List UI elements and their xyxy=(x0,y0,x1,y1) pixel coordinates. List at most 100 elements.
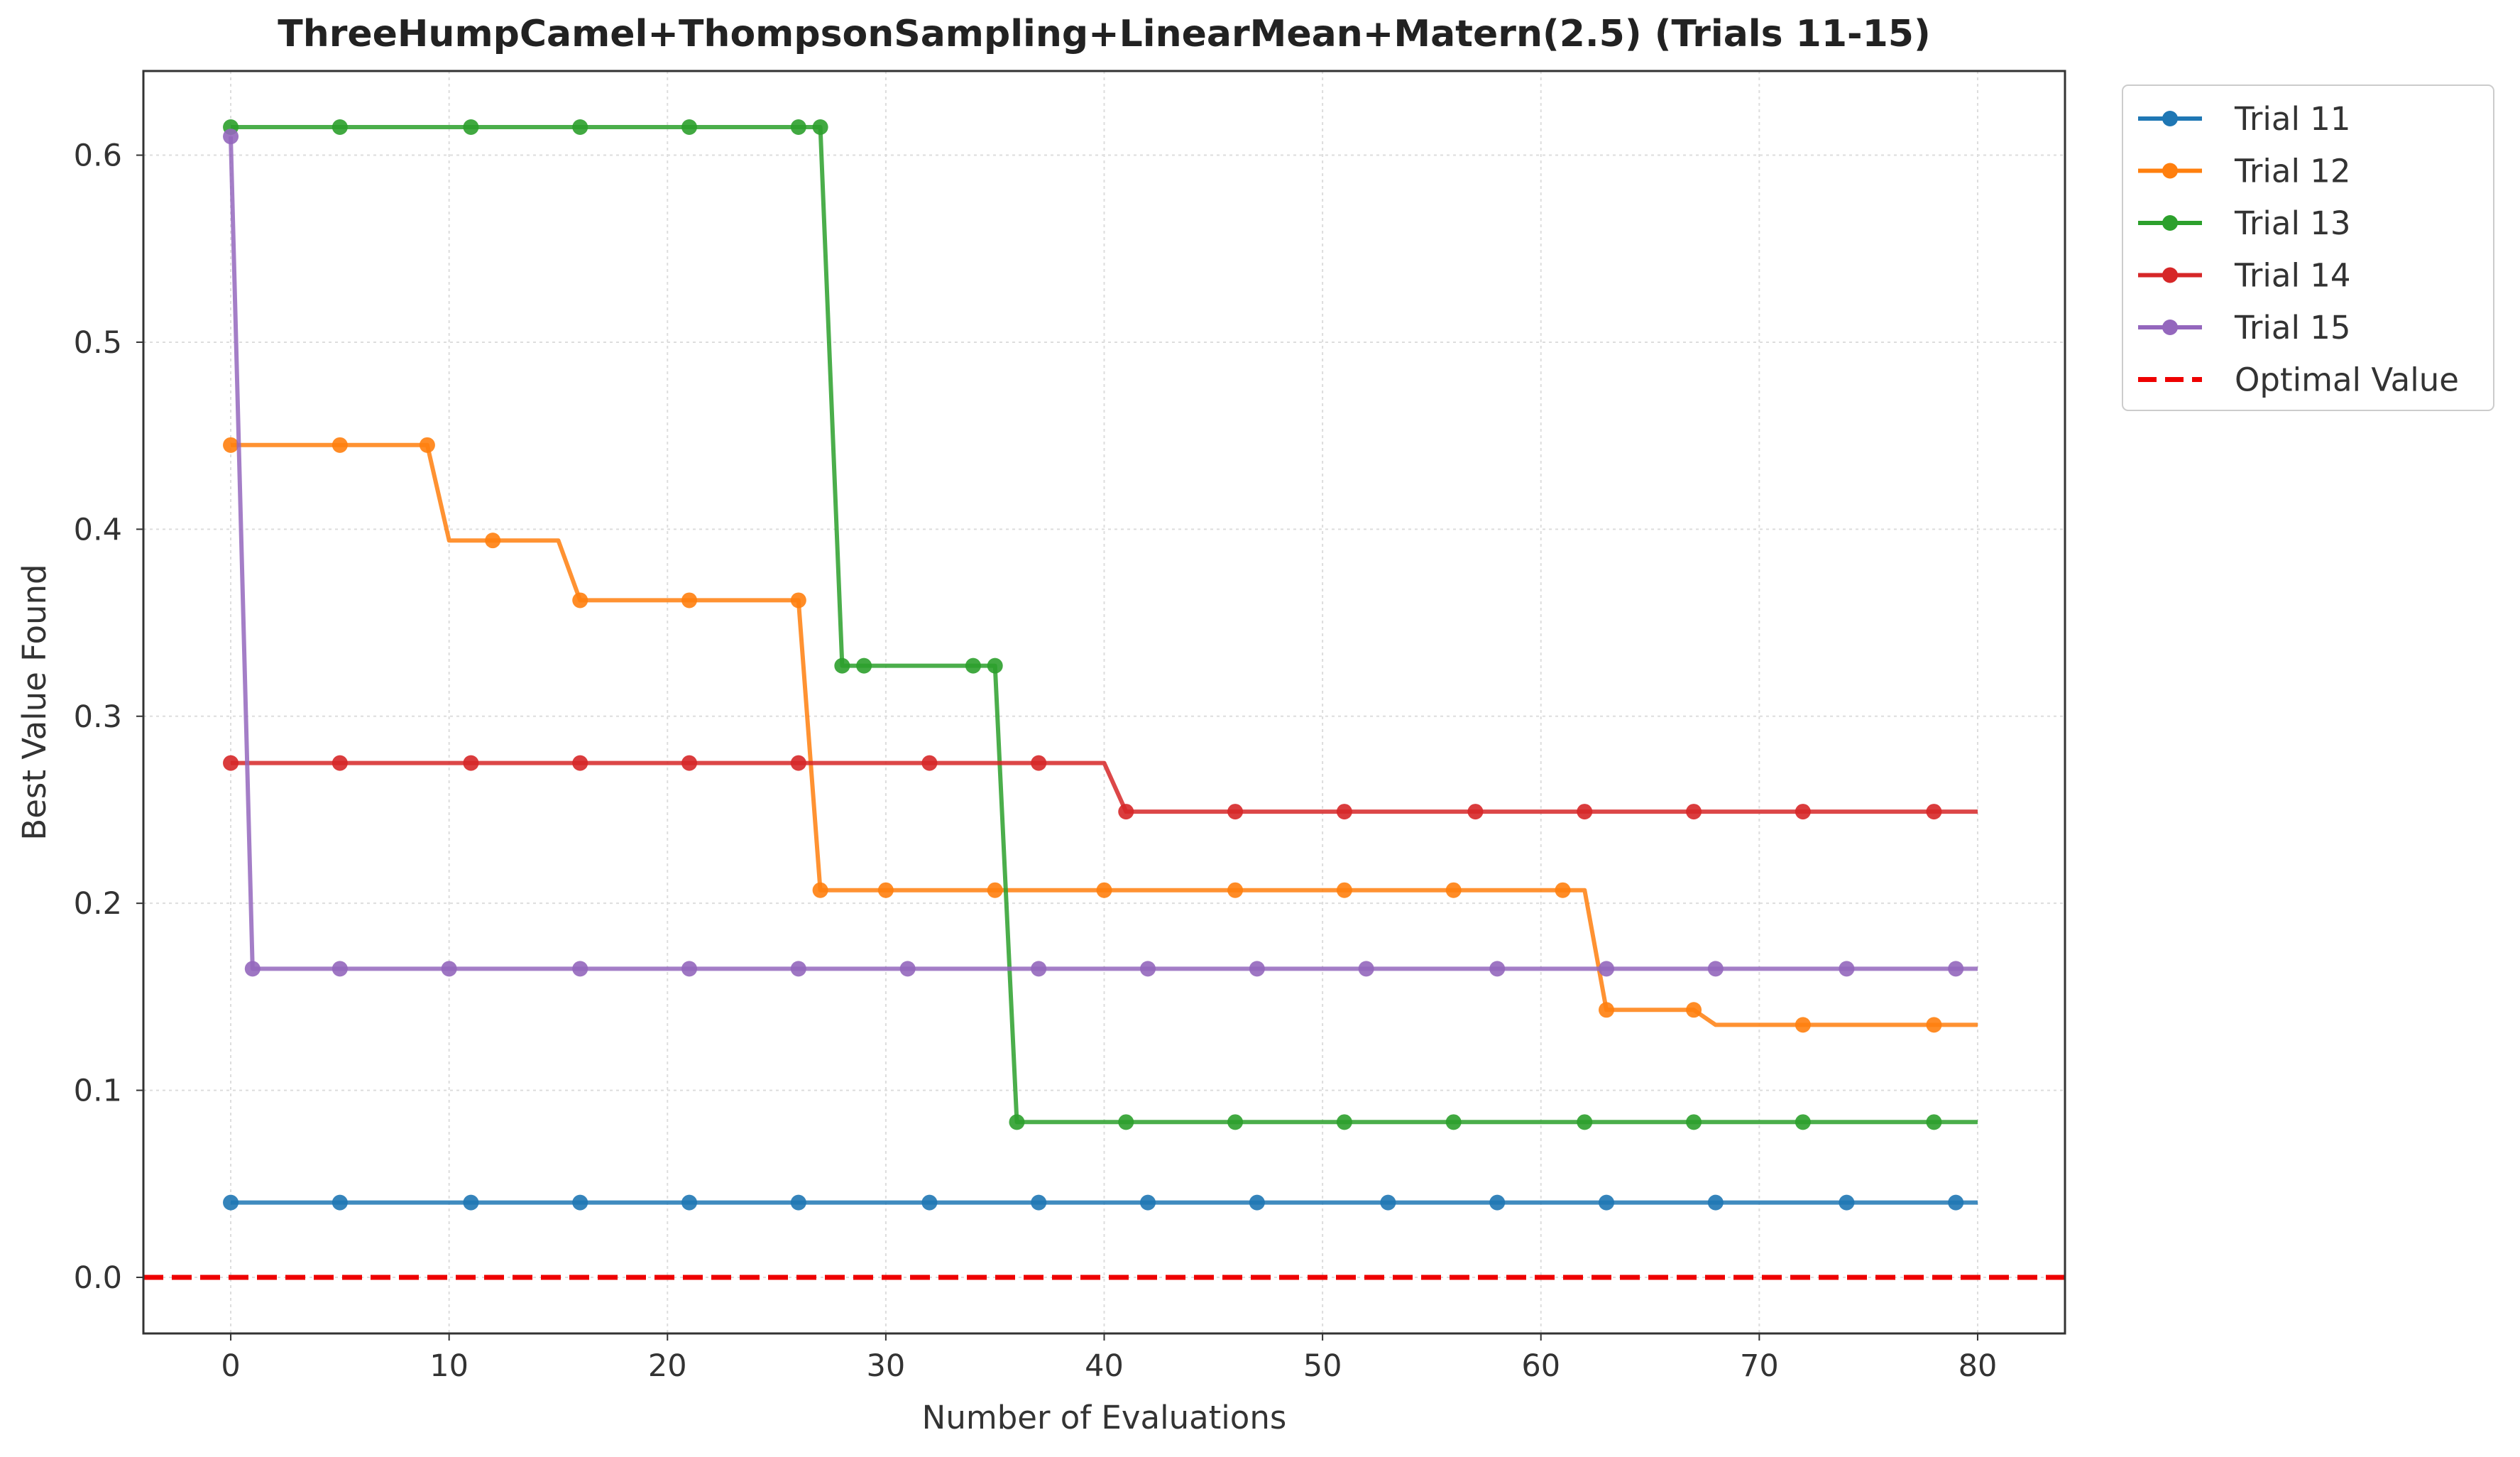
legend-marker xyxy=(2162,267,2178,283)
data-point xyxy=(1707,1194,1724,1211)
legend-marker xyxy=(2162,163,2178,179)
data-point xyxy=(681,592,698,609)
data-point xyxy=(441,961,457,977)
data-point xyxy=(1227,1114,1244,1130)
y-tick-label: 0.3 xyxy=(74,699,122,735)
data-point xyxy=(790,755,806,771)
y-tick-label: 0.4 xyxy=(74,512,122,547)
data-point xyxy=(463,1194,479,1211)
data-point xyxy=(877,882,894,898)
data-point xyxy=(223,755,239,771)
data-point xyxy=(572,1194,588,1211)
series-line xyxy=(231,760,1978,814)
data-point xyxy=(965,657,981,674)
data-point xyxy=(1599,961,1615,977)
legend-item: Trial 13 xyxy=(2138,204,2351,242)
y-tick-label: 0.5 xyxy=(74,325,122,361)
data-point xyxy=(223,129,239,145)
legend-label: Trial 13 xyxy=(2234,204,2351,242)
data-point xyxy=(1795,1017,1811,1033)
data-point xyxy=(987,657,1003,674)
x-tick-label: 20 xyxy=(648,1348,687,1384)
legend-item: Trial 12 xyxy=(2138,153,2351,190)
legend-item: Trial 11 xyxy=(2138,100,2351,138)
x-axis-label: Number of Evaluations xyxy=(922,1399,1287,1436)
data-point xyxy=(572,119,588,136)
legend-label: Trial 14 xyxy=(2234,257,2351,295)
series-trial-11 xyxy=(223,1194,1978,1211)
data-point xyxy=(1555,882,1571,898)
legend: Trial 11 Trial 12 Trial 13 Trial 14 Trial 15… xyxy=(2122,84,2494,411)
data-point xyxy=(1380,1194,1396,1211)
x-tick-label: 30 xyxy=(867,1348,906,1384)
data-point xyxy=(1795,804,1811,820)
data-point xyxy=(1489,1194,1506,1211)
legend-marker xyxy=(2162,215,2178,231)
data-point xyxy=(1336,1114,1352,1130)
data-point xyxy=(1118,804,1134,820)
data-point xyxy=(681,961,698,977)
legend-label: Trial 15 xyxy=(2234,309,2351,346)
data-point xyxy=(921,755,938,771)
data-point xyxy=(1839,1194,1855,1211)
data-point xyxy=(332,119,348,136)
data-point xyxy=(223,1194,239,1211)
legend-label: Optimal Value xyxy=(2235,361,2459,399)
series-trial-15 xyxy=(223,129,1978,977)
data-point xyxy=(1031,961,1047,977)
data-point xyxy=(1948,961,1964,977)
data-point xyxy=(790,592,806,609)
data-point xyxy=(1227,804,1244,820)
legend-marker xyxy=(2162,111,2178,126)
data-point xyxy=(1489,961,1506,977)
plot-area xyxy=(143,71,2065,1333)
legend-item: Optimal Value xyxy=(2138,361,2459,399)
legend-item: Trial 14 xyxy=(2138,257,2351,295)
data-point xyxy=(987,882,1003,898)
data-point xyxy=(463,755,479,771)
data-point xyxy=(1009,1114,1025,1130)
data-point xyxy=(1707,961,1724,977)
data-point xyxy=(1926,1017,1942,1033)
data-point xyxy=(921,1194,938,1211)
x-tick-label: 50 xyxy=(1303,1348,1342,1384)
data-point xyxy=(1249,1194,1265,1211)
data-point xyxy=(1577,1114,1593,1130)
data-point xyxy=(790,119,806,136)
data-point xyxy=(332,1194,348,1211)
legend-item: Trial 15 xyxy=(2138,309,2351,346)
data-point xyxy=(332,961,348,977)
data-point xyxy=(1031,755,1047,771)
data-point xyxy=(1467,804,1484,820)
data-point xyxy=(681,119,698,136)
data-point xyxy=(1140,961,1156,977)
data-point xyxy=(1599,1194,1615,1211)
x-tick-label: 80 xyxy=(1959,1348,1998,1384)
series-trial-12 xyxy=(223,437,1978,1033)
data-point xyxy=(812,119,828,136)
data-point xyxy=(856,657,872,674)
data-point xyxy=(572,592,588,609)
legend-label: Trial 12 xyxy=(2234,153,2351,190)
legend-label: Trial 11 xyxy=(2234,100,2351,138)
data-point xyxy=(790,961,806,977)
legend-box xyxy=(2122,84,2494,411)
data-point xyxy=(419,437,435,453)
y-tick-label: 0.1 xyxy=(74,1074,122,1109)
data-point xyxy=(463,119,479,136)
data-point xyxy=(1686,1002,1702,1018)
data-point xyxy=(1445,1114,1462,1130)
data-point xyxy=(1096,882,1112,898)
data-point xyxy=(1336,882,1352,898)
data-point xyxy=(1249,961,1265,977)
data-point xyxy=(1926,1114,1942,1130)
x-tick-label: 10 xyxy=(429,1348,469,1384)
data-point xyxy=(1118,1114,1134,1130)
data-point xyxy=(332,437,348,453)
y-tick-label: 0.0 xyxy=(74,1260,122,1296)
data-point xyxy=(790,1194,806,1211)
series-line xyxy=(231,125,1978,1125)
chart-title: ThreeHumpCamel+ThompsonSampling+LinearMe… xyxy=(278,13,1931,55)
data-point xyxy=(681,1194,698,1211)
data-point xyxy=(1227,882,1244,898)
